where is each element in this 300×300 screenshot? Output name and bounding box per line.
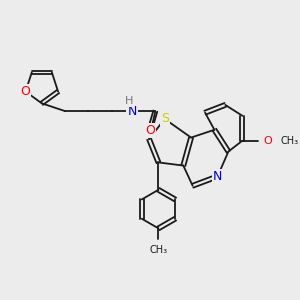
Text: CH₃: CH₃	[149, 245, 167, 256]
Text: CH₃: CH₃	[280, 136, 298, 146]
Text: N: N	[213, 170, 222, 183]
Text: O: O	[21, 85, 31, 98]
Text: S: S	[160, 112, 169, 125]
Text: O: O	[263, 136, 272, 146]
Text: O: O	[145, 124, 155, 137]
Text: N: N	[127, 105, 137, 118]
Text: H: H	[125, 96, 134, 106]
